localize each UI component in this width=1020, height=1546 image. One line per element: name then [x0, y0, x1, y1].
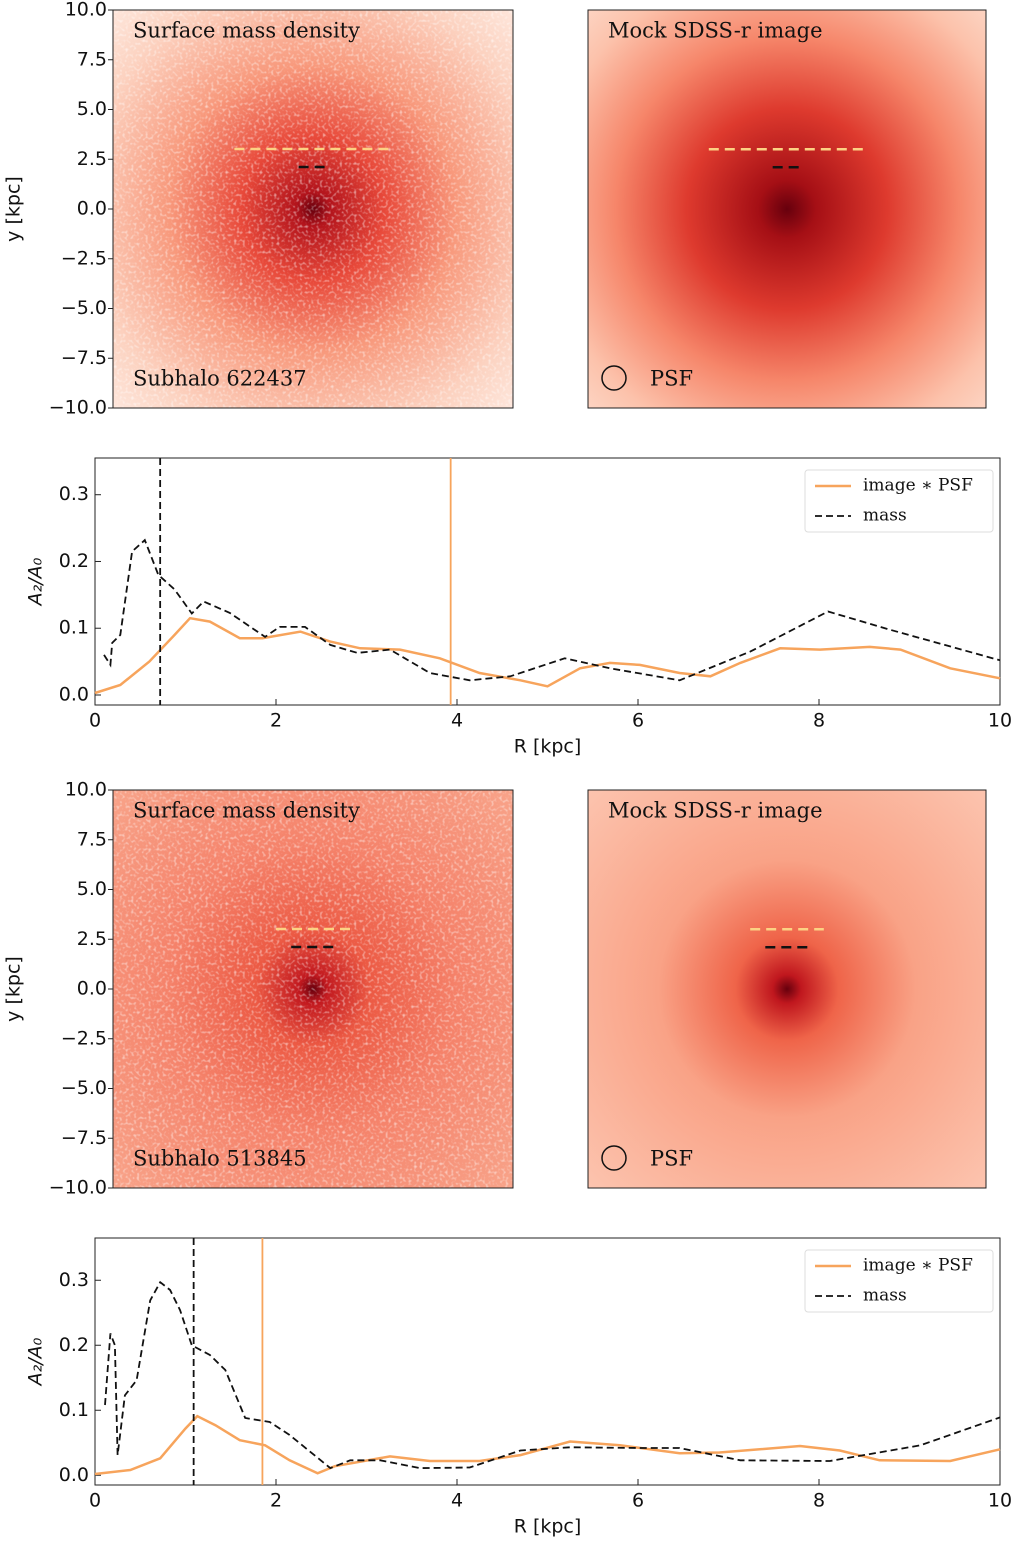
legend-label: image ∗ PSF	[863, 1256, 973, 1276]
y-tick-label: 0.0	[77, 978, 107, 1000]
line-series	[94, 1414, 1001, 1476]
panel-title: Surface mass density	[133, 19, 360, 43]
x-tick-label: 2	[270, 710, 282, 732]
x-tick-label: 10	[988, 1490, 1012, 1512]
y-axis-label: A₂/A₀	[25, 1337, 47, 1387]
annotation: Subhalo 622437	[133, 367, 307, 391]
line-series	[104, 1280, 1001, 1470]
x-tick-label: 10	[988, 710, 1012, 732]
speckle	[113, 10, 513, 408]
x-tick-label: 6	[632, 710, 644, 732]
y-tick-label: 0.0	[59, 1464, 89, 1486]
x-tick-label: 8	[813, 710, 825, 732]
x-tick-label: 4	[451, 1490, 463, 1512]
annotation: Subhalo 513845	[133, 1147, 307, 1171]
y-tick-label: 5.0	[77, 98, 107, 120]
y-tick-label: 10.0	[65, 0, 107, 21]
y-tick-label: −5.0	[61, 297, 107, 319]
legend-label: mass	[863, 1286, 907, 1306]
y-tick-label: 0.0	[77, 198, 107, 220]
x-tick-label: 8	[813, 1490, 825, 1512]
image	[588, 790, 986, 1188]
axes-frame	[94, 457, 1001, 706]
legend	[804, 469, 994, 533]
psf-circle	[601, 365, 627, 391]
y-axis-label: y [kpc]	[3, 956, 25, 1022]
x-axis-label: R [kpc]	[514, 736, 582, 758]
image	[588, 10, 986, 408]
x-tick-label: 6	[632, 1490, 644, 1512]
y-tick-label: −2.5	[61, 247, 107, 269]
y-tick-label: 0.3	[59, 483, 89, 505]
y-tick-label: 5.0	[77, 878, 107, 900]
y-tick-label: 0.1	[59, 617, 89, 639]
psf-label: PSF	[650, 367, 693, 391]
psf-circle	[601, 1145, 627, 1171]
legend-label: image ∗ PSF	[863, 476, 973, 496]
x-axis-label: R [kpc]	[514, 1516, 582, 1538]
x-tick-label: 0	[89, 1490, 101, 1512]
speckle	[113, 790, 513, 1188]
legend	[804, 1249, 994, 1313]
y-tick-label: −5.0	[61, 1077, 107, 1099]
panel-title: Mock SDSS-r image	[608, 799, 823, 823]
y-tick-label: −10.0	[49, 397, 107, 419]
y-tick-label: 10.0	[65, 779, 107, 801]
panel-title: Surface mass density	[133, 799, 360, 823]
y-tick-label: 0.3	[59, 1269, 89, 1291]
y-axis-label: A₂/A₀	[25, 557, 47, 607]
frame	[587, 789, 987, 1189]
y-tick-label: 0.2	[59, 550, 89, 572]
axes-frame	[94, 1237, 1001, 1486]
y-tick-label: 0.2	[59, 1334, 89, 1356]
y-axis-label: y [kpc]	[3, 176, 25, 242]
x-tick-label: 2	[270, 1490, 282, 1512]
x-tick-label: 0	[89, 710, 101, 732]
y-tick-label: 0.1	[59, 1399, 89, 1421]
panel-title: Mock SDSS-r image	[608, 19, 823, 43]
y-tick-label: −2.5	[61, 1027, 107, 1049]
frame	[587, 9, 987, 409]
line-series	[103, 538, 1001, 682]
y-tick-label: 2.5	[77, 148, 107, 170]
y-tick-label: 2.5	[77, 928, 107, 950]
line-series	[94, 616, 1001, 695]
y-tick-label: −7.5	[61, 1127, 107, 1149]
y-tick-label: −7.5	[61, 347, 107, 369]
y-tick-label: 7.5	[77, 828, 107, 850]
x-tick-label: 4	[451, 710, 463, 732]
legend-label: mass	[863, 506, 907, 526]
y-tick-label: −10.0	[49, 1177, 107, 1199]
y-tick-label: 7.5	[77, 48, 107, 70]
psf-label: PSF	[650, 1147, 693, 1171]
y-tick-label: 0.0	[59, 683, 89, 705]
